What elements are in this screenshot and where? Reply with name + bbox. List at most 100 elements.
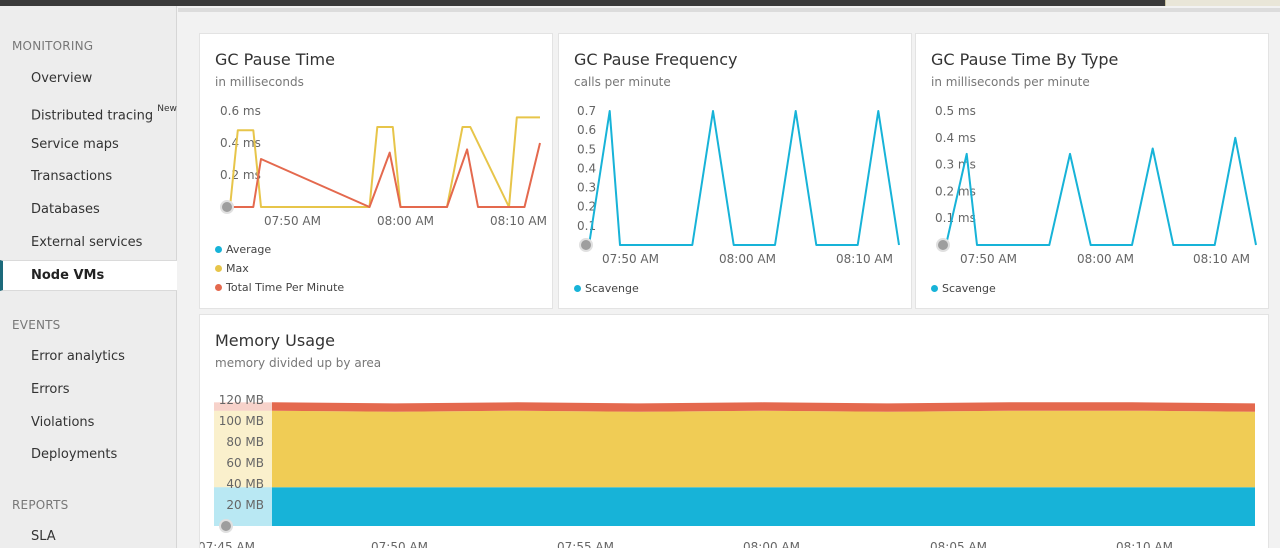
sidebar-item-error-analytics[interactable]: Error analytics bbox=[0, 343, 177, 371]
sidebar-item-label: Overview bbox=[31, 71, 93, 86]
x-tick-label: 08:00 AM bbox=[743, 540, 800, 548]
top-bar bbox=[0, 0, 1280, 6]
sidebar-item-label: Service maps bbox=[31, 137, 119, 152]
chart-title: GC Pause Frequency bbox=[574, 50, 738, 69]
x-tick-label: 08:10 AM bbox=[836, 252, 893, 266]
sidebar-item-external-services[interactable]: External services bbox=[0, 229, 177, 257]
area-band-1[interactable] bbox=[272, 410, 1255, 488]
sidebar-item-distributed-tracing[interactable]: Distributed tracing New bbox=[0, 98, 177, 126]
chart-title: GC Pause Time By Type bbox=[931, 50, 1119, 69]
gc-pause-time-chart[interactable]: 0.2 ms 0.4 ms 0.6 ms 07:50 AM 08:00 AM 08:10 … bbox=[200, 34, 554, 310]
y-tick-label: 0.6 ms bbox=[220, 104, 261, 118]
section-title-events: EVENTS bbox=[12, 318, 61, 332]
x-tick-label: 08:10 AM bbox=[1116, 540, 1173, 548]
legend-label: Max bbox=[226, 262, 249, 275]
section-title-monitoring: MONITORING bbox=[12, 39, 94, 53]
sidebar-item-databases[interactable]: Databases bbox=[0, 196, 177, 224]
y-tick-label: 0.1 ms bbox=[935, 211, 976, 225]
legend-item-total-time[interactable]: Total Time Per Minute bbox=[215, 278, 344, 297]
series-line-scavenge[interactable] bbox=[588, 110, 900, 246]
area-band-faded-2 bbox=[214, 402, 272, 411]
x-tick-label: 07:50 AM bbox=[960, 252, 1017, 266]
x-tick-label: 07:50 AM bbox=[371, 540, 428, 548]
legend-label: Total Time Per Minute bbox=[226, 281, 345, 294]
x-tick-label: 08:00 AM bbox=[1077, 252, 1134, 266]
range-handle-icon[interactable] bbox=[936, 238, 950, 252]
section-title-reports: REPORTS bbox=[12, 498, 69, 512]
gc-pause-frequency-card[interactable]: GC Pause Frequency calls per minute 0.1 0… bbox=[558, 33, 912, 309]
sidebar-item-label: Errors bbox=[31, 382, 70, 397]
y-tick-label: 80 MB bbox=[226, 435, 264, 449]
chart-title: Memory Usage bbox=[215, 331, 336, 350]
y-tick-label: 0.4 ms bbox=[220, 136, 261, 150]
legend-label: Scavenge bbox=[585, 282, 639, 295]
series-line-max[interactable] bbox=[229, 116, 540, 208]
y-tick-label: 60 MB bbox=[226, 456, 264, 470]
x-tick-label: 07:45 AM bbox=[200, 540, 255, 548]
sidebar-item-violations[interactable]: Violations bbox=[0, 409, 177, 437]
y-tick-label: 0.4 ms bbox=[935, 131, 976, 145]
sidebar-item-label: Transactions bbox=[31, 169, 113, 184]
legend-label: Scavenge bbox=[942, 282, 996, 295]
chart-legend: Scavenge bbox=[931, 279, 996, 298]
gc-pause-frequency-chart[interactable]: 0.10.20.30.40.50.60.707:50 AM 08:00 AM 08:… bbox=[559, 34, 913, 310]
sidebar-item-label: Deployments bbox=[31, 447, 118, 462]
gc-pause-time-card[interactable]: GC Pause Time in milliseconds 0.2 ms 0.4 … bbox=[199, 33, 553, 309]
main-content: GC Pause Time in milliseconds 0.2 ms 0.4 … bbox=[178, 12, 1280, 548]
gc-pause-by-type-chart[interactable]: 0.1 ms 0.2 ms 0.3 ms 0.4 ms 0.5 ms 07:50 AM 08… bbox=[916, 34, 1270, 310]
area-band-0[interactable] bbox=[272, 487, 1255, 526]
y-tick-label: 0.3 bbox=[577, 181, 596, 195]
legend-dot bbox=[574, 285, 581, 292]
header-divider bbox=[178, 8, 1280, 12]
y-tick-label: 0.6 bbox=[577, 123, 596, 137]
range-handle-icon[interactable] bbox=[579, 238, 593, 252]
sidebar-nav: MONITORING Overview Distributed tracing … bbox=[0, 6, 177, 548]
sidebar-item-overview[interactable]: Overview bbox=[0, 65, 177, 93]
legend-item-scavenge[interactable]: Scavenge bbox=[574, 279, 639, 298]
legend-item-average[interactable]: Average bbox=[215, 240, 344, 259]
memory-usage-chart[interactable]: 20 MB 40 MB 60 MB 80 MB 100 MB 120 MB 07:45 AM… bbox=[200, 315, 1270, 548]
sidebar-item-label: SLA bbox=[31, 529, 56, 544]
sidebar-item-node-vms[interactable]: Node VMs bbox=[0, 260, 177, 291]
y-tick-label: 100 MB bbox=[219, 414, 264, 428]
series-line-scavenge[interactable] bbox=[945, 136, 1257, 246]
memory-usage-card[interactable]: Memory Usage memory divided up by area 2… bbox=[199, 314, 1269, 548]
top-bar-accent bbox=[1165, 0, 1280, 6]
sidebar-item-deployments[interactable]: Deployments bbox=[0, 441, 177, 469]
sidebar-item-errors[interactable]: Errors bbox=[0, 376, 177, 404]
legend-dot bbox=[215, 284, 222, 291]
y-tick-label: 0.7 bbox=[577, 104, 596, 118]
gc-pause-by-type-card[interactable]: GC Pause Time By Type in milliseconds pe… bbox=[915, 33, 1269, 309]
chart-title: GC Pause Time bbox=[215, 50, 335, 69]
sidebar-item-service-maps[interactable]: Service maps bbox=[0, 131, 177, 159]
legend-dot bbox=[215, 246, 222, 253]
y-tick-label: 0.3 ms bbox=[935, 158, 976, 172]
sidebar-item-label: Distributed tracing bbox=[31, 108, 154, 124]
x-tick-label: 08:10 AM bbox=[1193, 252, 1250, 266]
chart-subtitle: in milliseconds per minute bbox=[931, 75, 1090, 89]
range-handle-icon[interactable] bbox=[220, 200, 234, 214]
range-handle-icon[interactable] bbox=[219, 519, 233, 533]
sidebar-item-label: External services bbox=[31, 235, 143, 250]
x-tick-label: 07:50 AM bbox=[264, 214, 321, 228]
y-tick-label: 0.2 ms bbox=[935, 184, 976, 198]
y-tick-label: 20 MB bbox=[226, 498, 264, 512]
sidebar-item-transactions[interactable]: Transactions bbox=[0, 163, 177, 191]
legend-item-scavenge[interactable]: Scavenge bbox=[931, 279, 996, 298]
y-tick-label: 0.2 ms bbox=[220, 168, 261, 182]
legend-item-max[interactable]: Max bbox=[215, 259, 344, 278]
sidebar-item-sla[interactable]: SLA bbox=[0, 523, 177, 548]
y-tick-label: 0.2 bbox=[577, 200, 596, 214]
x-tick-label: 07:55 AM bbox=[557, 540, 614, 548]
area-band-2[interactable] bbox=[272, 402, 1255, 412]
chart-subtitle: memory divided up by area bbox=[215, 356, 382, 370]
y-tick-label: 120 MB bbox=[219, 393, 264, 407]
series-line-total-time-per-minute[interactable] bbox=[230, 142, 541, 208]
x-tick-label: 08:00 AM bbox=[719, 252, 776, 266]
x-tick-label: 08:10 AM bbox=[490, 214, 547, 228]
sidebar-item-label: Node VMs bbox=[31, 268, 105, 283]
y-tick-label: 40 MB bbox=[226, 477, 264, 491]
sidebar-item-label: Error analytics bbox=[31, 349, 125, 364]
y-tick-label: 0.5 ms bbox=[935, 104, 976, 118]
legend-label: Average bbox=[226, 243, 272, 256]
